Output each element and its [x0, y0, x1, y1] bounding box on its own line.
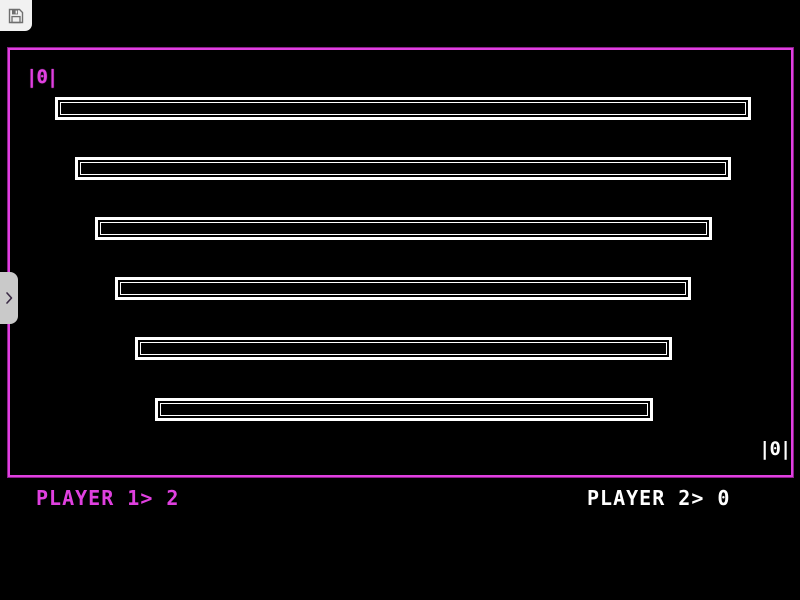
- bar-2: [75, 157, 731, 180]
- chevron-right-icon: [4, 291, 14, 305]
- score-player1: PLAYER 1> 2: [36, 486, 180, 510]
- ball-player2: |0|: [759, 438, 791, 460]
- save-button[interactable]: [0, 0, 32, 31]
- floppy-disk-icon: [7, 7, 25, 25]
- bar-4: [115, 277, 691, 300]
- bar-5: [135, 337, 672, 360]
- bar-6: [155, 398, 653, 421]
- drawer-expand-handle[interactable]: [0, 272, 18, 324]
- score-player2: PLAYER 2> 0: [587, 486, 731, 510]
- bar-1: [55, 97, 751, 120]
- ball-player1: |0|: [26, 66, 58, 88]
- game-playfield-frame: |0| |0|: [8, 48, 793, 477]
- bar-3: [95, 217, 712, 240]
